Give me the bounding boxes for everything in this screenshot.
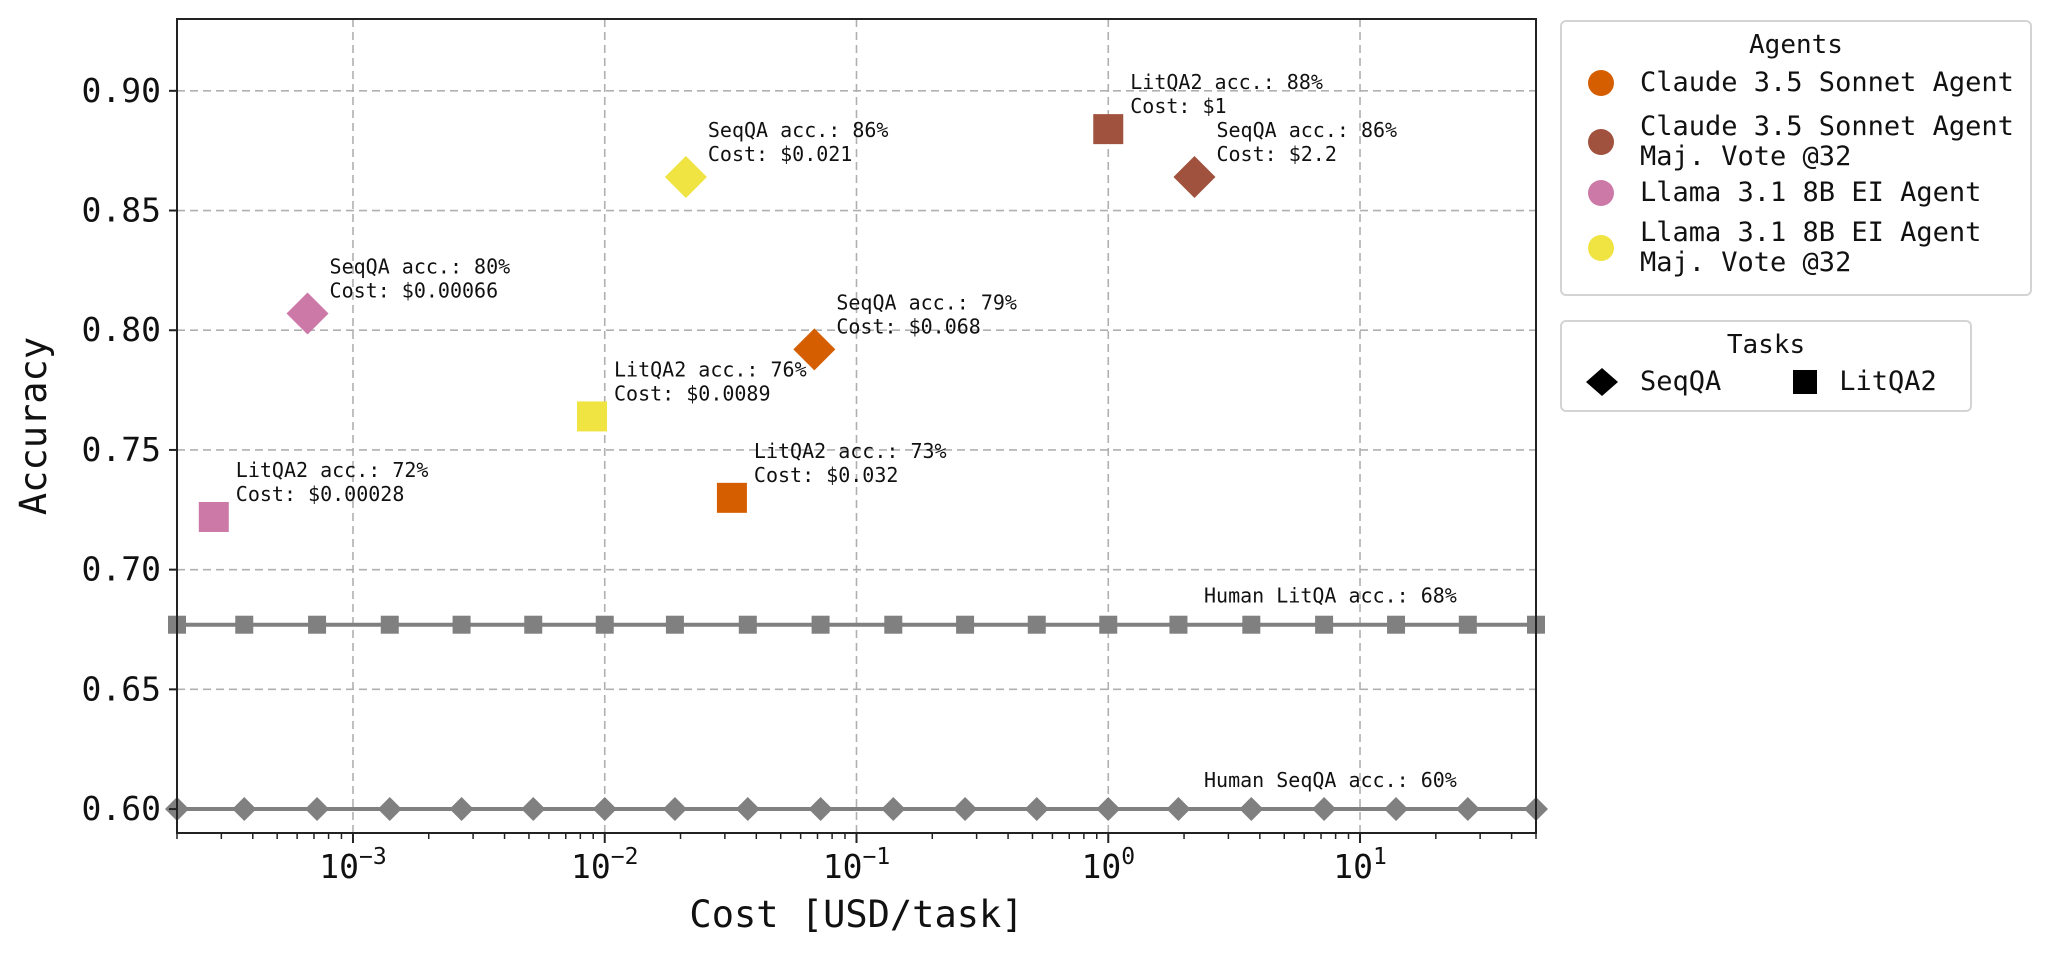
legend-label-llama: Llama 3.1 8B EI Agent — [1640, 177, 1982, 208]
baseline-marker-litqa2 — [452, 615, 471, 634]
point-label-accuracy: SeqQA acc.: 80% — [330, 254, 511, 278]
legend-swatch-llama-majvote — [1588, 235, 1614, 261]
baseline-marker-litqa2 — [380, 615, 399, 634]
point-litqa2 — [576, 401, 607, 432]
baseline-marker-litqa2 — [665, 615, 684, 634]
baseline-marker-seqqa — [521, 797, 546, 822]
baseline-marker-seqqa — [592, 797, 617, 822]
point-label-accuracy: SeqQA acc.: 79% — [836, 290, 1017, 314]
legend-tasks-row: SeqQA LitQA2 — [1562, 366, 1970, 398]
x-tick-label: 10−2 — [571, 844, 638, 886]
point-label-cost: Cost: $0.0089 — [614, 381, 771, 405]
legend-label-llama-majvote: Llama 3.1 8B EI Agent Maj. Vote @32 — [1640, 217, 1982, 278]
baseline-marker-seqqa — [1166, 797, 1191, 822]
baseline-marker-seqqa — [449, 797, 474, 822]
point-seqqa — [664, 156, 707, 199]
x-tick-label: 101 — [1333, 844, 1387, 886]
point-label-accuracy: LitQA2 acc.: 72% — [236, 458, 429, 482]
baseline-marker-seqqa — [662, 797, 687, 822]
legend-label-seqqa: SeqQA — [1640, 366, 1722, 397]
legend-label-litqa2: LitQA2 — [1839, 366, 1937, 397]
y-tick-label: 0.80 — [82, 310, 161, 349]
baseline-marker-litqa2 — [1099, 615, 1118, 634]
baseline-marker-litqa2 — [738, 615, 757, 634]
baseline-marker-litqa2 — [235, 615, 254, 634]
point-label-cost: Cost: $0.00066 — [330, 278, 499, 302]
y-tick-label: 0.75 — [82, 430, 161, 469]
legend-item-claude-majvote: Claude 3.5 Sonnet Agent Maj. Vote @32 — [1562, 112, 2030, 172]
legend-item-llama: Llama 3.1 8B EI Agent — [1562, 178, 2030, 208]
point-label-cost: Cost: $2.2 — [1216, 142, 1336, 166]
point-litqa2 — [1093, 114, 1124, 145]
agents-legend: Agents Claude 3.5 Sonnet Agent Claude 3.… — [1560, 20, 2032, 296]
point-litqa2 — [198, 501, 229, 532]
baseline-marker-seqqa — [1455, 797, 1480, 822]
point-seqqa — [286, 292, 329, 335]
point-label-accuracy: SeqQA acc.: 86% — [1216, 118, 1397, 142]
point-seqqa — [1173, 156, 1216, 199]
point-label-accuracy: LitQA2 acc.: 73% — [754, 439, 947, 463]
y-axis-label: Accuracy — [12, 337, 55, 515]
tasks-legend-title: Tasks — [1726, 330, 1806, 360]
baseline-marker-seqqa — [808, 797, 833, 822]
x-tick-label: 10−1 — [823, 844, 890, 886]
point-litqa2 — [716, 482, 747, 513]
legend-label-claude-majvote: Claude 3.5 Sonnet Agent Maj. Vote @32 — [1640, 111, 2014, 172]
point-label-cost: Cost: $0.068 — [836, 314, 981, 338]
baseline-marker-litqa2 — [956, 615, 975, 634]
point-label-cost: Cost: $0.032 — [754, 463, 899, 487]
baseline-marker-litqa2 — [1387, 615, 1406, 634]
baseline-marker-litqa2 — [884, 615, 903, 634]
point-label-cost: Cost: $0.00028 — [236, 482, 405, 506]
y-tick-label: 0.85 — [82, 191, 161, 230]
y-tick-label: 0.90 — [82, 71, 161, 110]
baseline-marker-seqqa — [1239, 797, 1264, 822]
x-axis-label: Cost [USD/task] — [689, 893, 1023, 936]
legend-label-claude: Claude 3.5 Sonnet Agent — [1640, 67, 2014, 98]
baseline-label-litqa2: Human LitQA acc.: 68% — [1204, 584, 1457, 608]
y-tick-label: 0.70 — [82, 550, 161, 589]
baseline-marker-seqqa — [953, 797, 978, 822]
tasks-legend: Tasks SeqQA LitQA2 — [1560, 320, 1972, 412]
baseline-marker-seqqa — [305, 797, 330, 822]
baseline-marker-litqa2 — [1169, 615, 1188, 634]
y-tick-label: 0.65 — [82, 669, 161, 708]
baseline-marker-seqqa — [232, 797, 257, 822]
baseline-label-seqqa: Human SeqQA acc.: 60% — [1204, 768, 1457, 792]
x-tick-label: 100 — [1081, 844, 1135, 886]
point-label-accuracy: LitQA2 acc.: 88% — [1130, 70, 1323, 94]
y-tick-label: 0.60 — [82, 789, 161, 828]
baseline-marker-litqa2 — [1458, 615, 1477, 634]
point-label-accuracy: SeqQA acc.: 86% — [708, 118, 889, 142]
baseline-marker-litqa2 — [308, 615, 327, 634]
legend-swatch-claude-majvote — [1588, 129, 1614, 155]
baseline-marker-litqa2 — [595, 615, 614, 634]
point-seqqa — [793, 328, 836, 371]
baseline-marker-seqqa — [1024, 797, 1049, 822]
baseline-marker-litqa2 — [1027, 615, 1046, 634]
baseline-marker-seqqa — [735, 797, 760, 822]
legend-swatch-claude — [1588, 70, 1614, 96]
baseline-marker-seqqa — [1096, 797, 1121, 822]
baseline-marker-litqa2 — [524, 615, 543, 634]
baseline-marker-seqqa — [1384, 797, 1409, 822]
point-label-cost: Cost: $0.021 — [708, 142, 853, 166]
baseline-marker-litqa2 — [1315, 615, 1334, 634]
legend-swatch-llama — [1588, 180, 1614, 206]
point-label-accuracy: LitQA2 acc.: 76% — [614, 357, 807, 381]
agents-legend-title: Agents — [1749, 30, 1843, 60]
square-icon — [1793, 370, 1818, 394]
legend-item-llama-majvote: Llama 3.1 8B EI Agent Maj. Vote @32 — [1562, 218, 2030, 278]
legend-item-claude: Claude 3.5 Sonnet Agent — [1562, 68, 2030, 98]
baseline-marker-seqqa — [881, 797, 906, 822]
point-label-cost: Cost: $1 — [1130, 94, 1226, 118]
diamond-icon — [1586, 368, 1618, 396]
baseline-marker-litqa2 — [1242, 615, 1261, 634]
baseline-marker-litqa2 — [811, 615, 830, 634]
baseline-marker-seqqa — [1312, 797, 1337, 822]
baseline-marker-seqqa — [377, 797, 402, 822]
x-tick-label: 10−3 — [319, 844, 386, 886]
